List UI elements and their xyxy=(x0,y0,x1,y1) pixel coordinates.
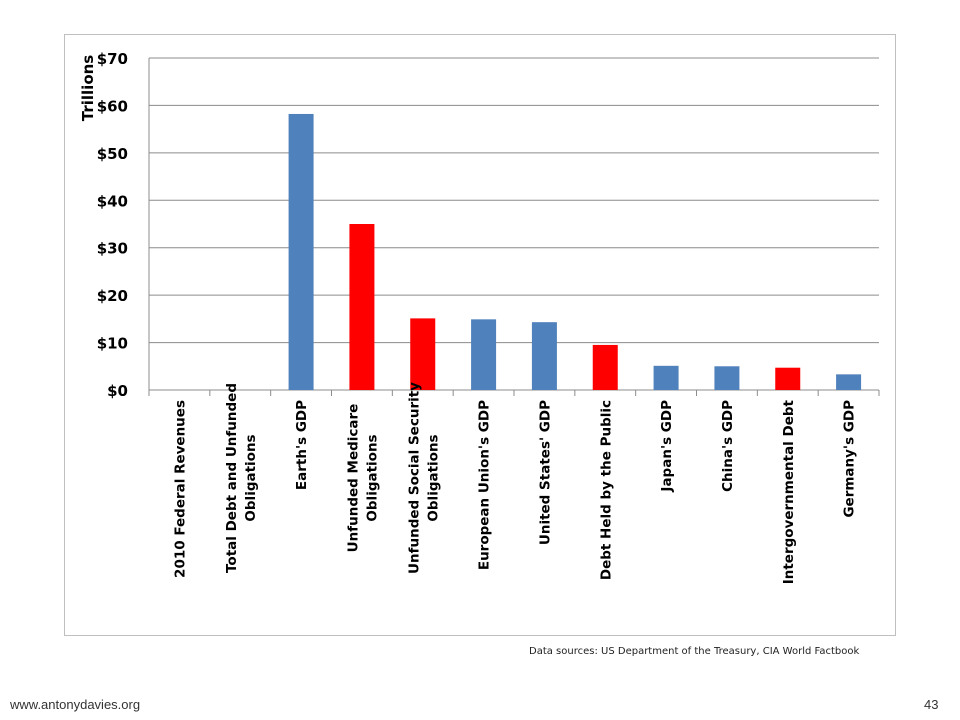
x-tick-label: Obligations xyxy=(425,434,441,521)
x-category-label: China's GDP xyxy=(720,400,736,492)
bar xyxy=(471,319,497,390)
x-tick-label: United States' GDP xyxy=(537,400,553,545)
bar xyxy=(349,224,375,390)
x-category-label: Debt Held by the Public xyxy=(598,400,614,580)
bar xyxy=(592,344,618,390)
x-category-label: Unfunded Social Security Obligations xyxy=(406,382,441,574)
x-category-label: Earth's GDP xyxy=(294,400,310,490)
x-tick-label: China's GDP xyxy=(720,400,736,492)
x-tick-label: European Union's GDP xyxy=(477,400,493,570)
x-tick-label: Germany's GDP xyxy=(842,400,858,518)
x-tick-label: Debt Held by the Public xyxy=(598,400,614,580)
x-category-label: Intergovernmental Debt xyxy=(781,399,797,584)
bar xyxy=(410,318,436,390)
bar xyxy=(288,113,314,391)
bar xyxy=(775,367,801,390)
x-tick-label: Total Debt and Unfunded xyxy=(224,383,240,573)
bar xyxy=(531,322,557,390)
y-tick-label: $20 xyxy=(97,287,128,305)
x-category-label: Germany's GDP xyxy=(842,400,858,518)
x-category-label: United States' GDP xyxy=(537,400,553,545)
x-category-label: Unfunded Medicare Obligations xyxy=(345,404,380,553)
x-category-label: Japan's GDP xyxy=(659,400,675,493)
footer-url: www.antonydavies.org xyxy=(10,697,141,712)
y-tick-label: $10 xyxy=(97,335,128,353)
x-category-label: Total Debt and Unfunded Obligations xyxy=(224,383,259,573)
x-tick-label: Earth's GDP xyxy=(294,400,310,490)
x-tick-label: Obligations xyxy=(243,434,259,521)
y-tick-label: $50 xyxy=(97,145,128,163)
y-tick-label: $30 xyxy=(97,240,128,258)
y-axis-title: Trillions xyxy=(79,55,97,122)
x-tick-label: Intergovernmental Debt xyxy=(781,399,797,584)
x-tick-label: 2010 Federal Revenues xyxy=(172,400,188,578)
y-tick-label: $70 xyxy=(97,50,128,68)
x-tick-label: Obligations xyxy=(364,434,380,521)
y-tick-label: $60 xyxy=(97,97,128,115)
x-tick-label: Unfunded Social Security xyxy=(406,382,422,574)
x-tick-label: Japan's GDP xyxy=(659,400,675,493)
data-sources-note: Data sources: US Department of the Treas… xyxy=(529,646,860,657)
y-tick-label: $0 xyxy=(107,382,128,400)
x-tick-label: Unfunded Medicare xyxy=(345,404,361,553)
x-category-label: 2010 Federal Revenues xyxy=(172,400,188,578)
bar xyxy=(836,374,862,390)
page-number: 43 xyxy=(924,697,939,712)
bar xyxy=(653,365,679,390)
bar xyxy=(714,366,740,390)
y-tick-label: $40 xyxy=(97,192,128,210)
x-category-label: European Union's GDP xyxy=(477,400,493,570)
